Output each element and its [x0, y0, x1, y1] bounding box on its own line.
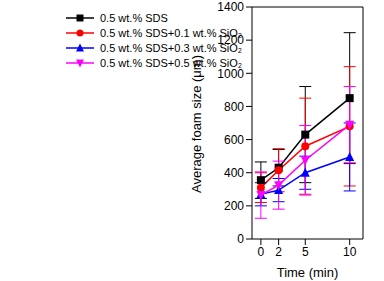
svg-text:600: 600 — [224, 133, 244, 147]
svg-text:Time (min): Time (min) — [277, 265, 339, 280]
svg-text:200: 200 — [224, 199, 244, 213]
svg-text:800: 800 — [224, 100, 244, 114]
svg-text:1400: 1400 — [217, 0, 244, 14]
svg-text:1200: 1200 — [217, 33, 244, 47]
svg-text:0.5 wt.% SDS+0.5 wt.% SiO₂: 0.5 wt.% SDS+0.5 wt.% SiO₂ — [100, 57, 242, 69]
svg-text:400: 400 — [224, 166, 244, 180]
svg-text:0.5 wt.% SDS+0.1 wt.% SiO₂: 0.5 wt.% SDS+0.1 wt.% SiO₂ — [100, 27, 242, 39]
svg-text:0: 0 — [237, 232, 244, 246]
svg-text:1000: 1000 — [217, 67, 244, 81]
svg-text:0: 0 — [258, 245, 265, 259]
svg-text:2: 2 — [275, 245, 282, 259]
svg-text:5: 5 — [302, 245, 309, 259]
svg-text:10: 10 — [343, 245, 357, 259]
svg-text:Average foam size (μm): Average foam size (μm) — [189, 55, 204, 193]
svg-text:0.5 wt.% SDS: 0.5 wt.% SDS — [100, 12, 168, 24]
svg-text:0.5 wt.% SDS+0.3 wt.% SiO₂: 0.5 wt.% SDS+0.3 wt.% SiO₂ — [100, 42, 242, 54]
